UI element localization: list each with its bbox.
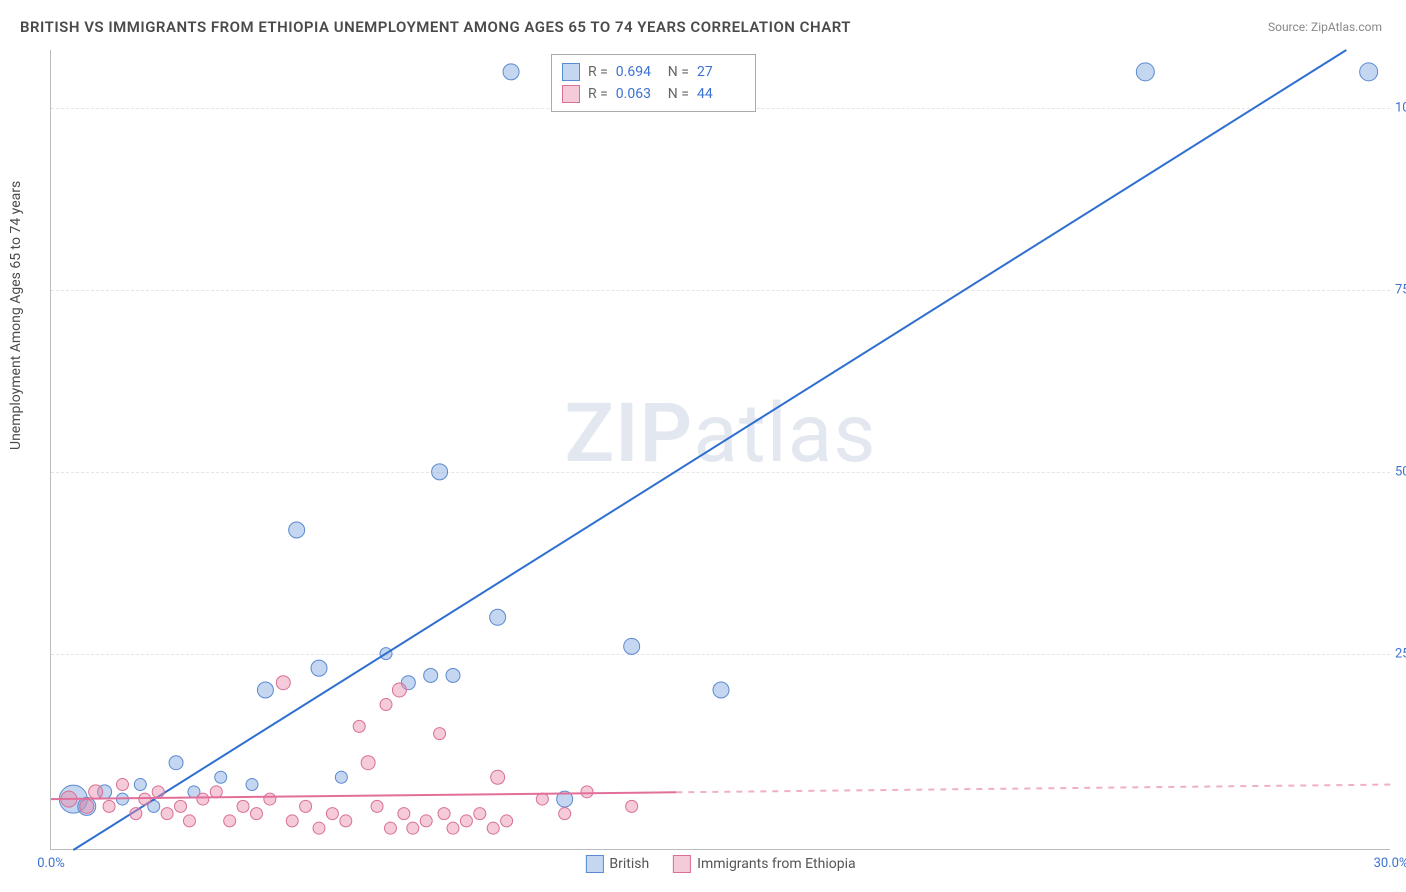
corr-legend-row-ethiopia: R = 0.063 N = 44 [562, 83, 741, 105]
british-point [169, 756, 183, 770]
ethiopia-point [371, 800, 383, 812]
british-point [257, 682, 273, 698]
ethiopia-swatch [562, 85, 580, 103]
ethiopia-point [175, 800, 187, 812]
x-tick-label: 0.0% [37, 856, 65, 871]
y-axis-label: Unemployment Among Ages 65 to 74 years [8, 181, 24, 450]
british-point [490, 609, 506, 625]
ethiopia-point [460, 815, 472, 827]
ethiopia-point [276, 676, 290, 690]
ethiopia-point [237, 800, 249, 812]
ethiopia-point [210, 786, 222, 798]
british-point [246, 779, 258, 791]
british-point [432, 464, 448, 480]
r-value: 0.063 [616, 86, 660, 102]
ethiopia-point [438, 808, 450, 820]
plot-svg [51, 50, 1390, 849]
ethiopia-point [491, 770, 505, 784]
n-label: N = [668, 86, 689, 102]
ethiopia-point [420, 815, 432, 827]
ethiopia-point [116, 779, 128, 791]
ethiopia-point [392, 683, 406, 697]
ethiopia-trendline-dashed [676, 785, 1391, 793]
series-legend: British Immigrants from Ethiopia [585, 855, 855, 873]
british-point [215, 771, 227, 783]
legend-label: Immigrants from Ethiopia [697, 856, 855, 872]
ethiopia-point [89, 785, 103, 799]
british-swatch [562, 63, 580, 81]
british-point [1136, 63, 1154, 81]
x-tick-label: 30.0% [1374, 856, 1406, 871]
legend-swatch [585, 855, 603, 873]
chart-title: BRITISH VS IMMIGRANTS FROM ETHIOPIA UNEM… [20, 18, 851, 36]
ethiopia-point [286, 815, 298, 827]
british-point [134, 779, 146, 791]
british-point [713, 682, 729, 698]
r-label: R = [588, 86, 608, 102]
ethiopia-point [487, 822, 499, 834]
ethiopia-point [313, 822, 325, 834]
ethiopia-point [326, 808, 338, 820]
british-point [424, 668, 438, 682]
ethiopia-point [434, 728, 446, 740]
ethiopia-point [398, 808, 410, 820]
n-value: 27 [697, 64, 741, 80]
source-prefix: Source: [1268, 20, 1311, 34]
n-label: N = [668, 64, 689, 80]
y-tick-label: 25.0% [1395, 646, 1406, 661]
legend-item: British [585, 855, 649, 873]
ethiopia-point [353, 720, 365, 732]
n-value: 44 [697, 86, 741, 102]
ethiopia-point [161, 808, 173, 820]
r-label: R = [588, 64, 608, 80]
ethiopia-point [536, 793, 548, 805]
plot-area: ZIPatlas 25.0%50.0%75.0%100.0% R =0.694N… [50, 50, 1390, 850]
ethiopia-point [130, 808, 142, 820]
ethiopia-point [103, 800, 115, 812]
british-point [289, 522, 305, 538]
ethiopia-point [474, 808, 486, 820]
ethiopia-point [361, 756, 375, 770]
ethiopia-point [80, 799, 94, 813]
chart-container: BRITISH VS IMMIGRANTS FROM ETHIOPIA UNEM… [0, 0, 1406, 892]
british-point [446, 668, 460, 682]
ethiopia-point [152, 786, 164, 798]
ethiopia-point [340, 815, 352, 827]
y-tick-label: 100.0% [1395, 101, 1406, 116]
ethiopia-point [559, 808, 571, 820]
ethiopia-point [250, 808, 262, 820]
ethiopia-point [197, 793, 209, 805]
r-value: 0.694 [616, 64, 660, 80]
ethiopia-point [501, 815, 513, 827]
british-point [335, 771, 347, 783]
ethiopia-point [581, 786, 593, 798]
british-point [624, 638, 640, 654]
ethiopia-point [380, 699, 392, 711]
british-point [1360, 63, 1378, 81]
ethiopia-point [407, 822, 419, 834]
british-point [503, 64, 519, 80]
y-tick-label: 50.0% [1395, 464, 1406, 479]
y-tick-label: 75.0% [1395, 283, 1406, 298]
ethiopia-point [224, 815, 236, 827]
legend-item: Immigrants from Ethiopia [673, 855, 855, 873]
ethiopia-point [626, 800, 638, 812]
legend-swatch [673, 855, 691, 873]
british-point [311, 660, 327, 676]
correlation-legend: R = 0.694 N = 27 R = 0.063 N = 44 [551, 54, 756, 112]
source-name: ZipAtlas.com [1311, 20, 1382, 34]
ethiopia-point [264, 793, 276, 805]
british-trendline [73, 50, 1346, 850]
ethiopia-point [447, 822, 459, 834]
ethiopia-point [384, 822, 396, 834]
legend-label: British [609, 856, 649, 872]
corr-legend-row-british: R = 0.694 N = 27 [562, 61, 741, 83]
source-attribution: Source: ZipAtlas.com [1268, 20, 1382, 34]
ethiopia-point [300, 800, 312, 812]
ethiopia-point [183, 815, 195, 827]
